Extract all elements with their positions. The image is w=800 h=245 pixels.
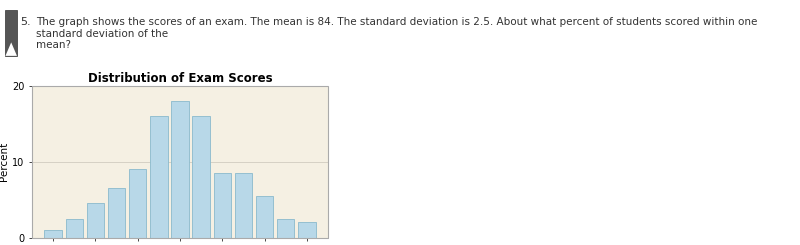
Bar	[45, 230, 62, 238]
Y-axis label: Percent: Percent	[0, 142, 10, 181]
Title: Distribution of Exam Scores: Distribution of Exam Scores	[88, 72, 272, 85]
Text: 5.: 5.	[20, 17, 30, 27]
Bar	[108, 188, 126, 238]
Bar	[256, 196, 274, 238]
Bar	[150, 116, 167, 238]
Bar	[86, 203, 104, 238]
Bar	[66, 219, 83, 238]
Bar	[171, 101, 189, 238]
Bar	[234, 173, 252, 238]
Bar	[214, 173, 231, 238]
Bar	[277, 219, 294, 238]
Polygon shape	[6, 42, 17, 56]
Bar	[129, 169, 146, 238]
FancyBboxPatch shape	[6, 10, 17, 56]
Bar	[298, 222, 315, 238]
Bar	[193, 116, 210, 238]
Text: The graph shows the scores of an exam. The mean is 84. The standard deviation is: The graph shows the scores of an exam. T…	[36, 17, 758, 50]
